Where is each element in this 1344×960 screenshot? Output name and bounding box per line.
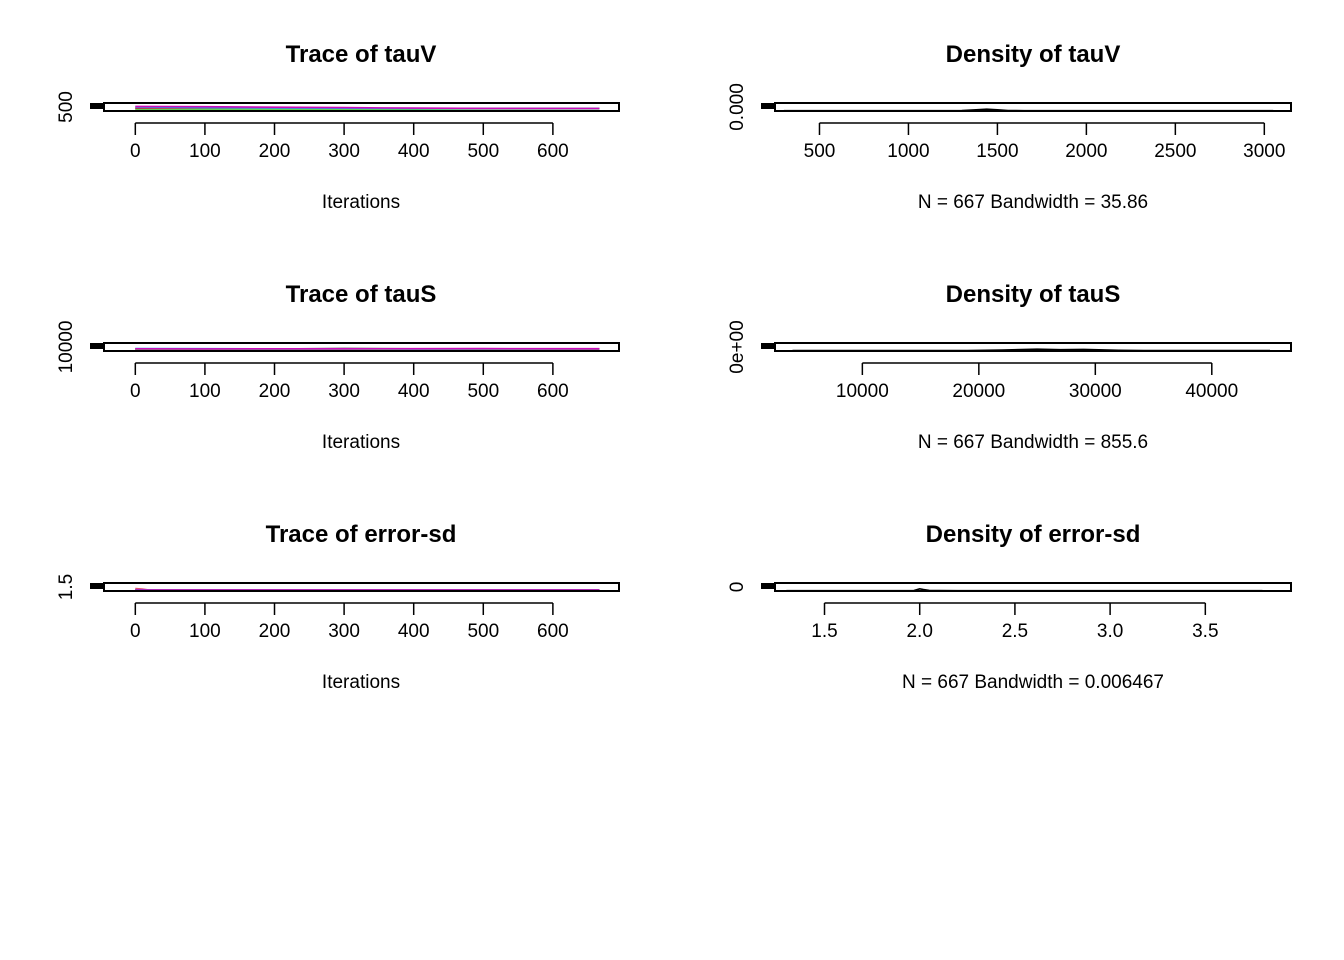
x-tick-label: 2500 <box>1154 141 1196 162</box>
series-line-5 <box>135 105 600 110</box>
x-axis-label: N = 667 Bandwidth = 855.6 <box>918 432 1148 453</box>
x-tick-label: 200 <box>259 381 291 402</box>
x-tick-label: 2.0 <box>906 621 932 642</box>
x-tick-label: 3.0 <box>1097 621 1123 642</box>
x-axis-label: N = 667 Bandwidth = 35.86 <box>918 192 1148 213</box>
y-axis-line <box>761 583 775 589</box>
y-tick-label: 0.000 <box>727 83 748 131</box>
x-tick-label: 0 <box>130 141 141 162</box>
x-tick-label: 500 <box>804 141 836 162</box>
x-tick-label: 3000 <box>1243 141 1285 162</box>
x-tick-label: 1500 <box>976 141 1018 162</box>
series-group <box>135 347 600 351</box>
x-tick-label: 600 <box>537 141 569 162</box>
x-tick-label: 20000 <box>952 381 1005 402</box>
chart-title: Trace of error-sd <box>266 521 457 548</box>
x-tick-label: 400 <box>398 141 430 162</box>
x-tick-label: 500 <box>467 381 499 402</box>
x-tick-label: 100 <box>189 621 221 642</box>
x-tick-label: 0 <box>130 381 141 402</box>
x-axis-label: Iterations <box>322 672 400 693</box>
x-tick-label: 300 <box>328 621 360 642</box>
x-tick-label: 1.5 <box>811 621 837 642</box>
x-tick-label: 400 <box>398 381 430 402</box>
panel-3: Trace of tauS 0 100 200 300 400 500 600 10000 Ite… <box>56 281 620 453</box>
chart-title: Trace of tauS <box>286 281 437 308</box>
x-tick-label: 3.5 <box>1192 621 1218 642</box>
x-axis-label: N = 667 Bandwidth = 0.006467 <box>902 672 1164 693</box>
y-tick-label: 1.5 <box>56 574 77 600</box>
x-tick-label: 30000 <box>1069 381 1122 402</box>
y-axis-line <box>761 343 775 349</box>
y-tick-label: 0e+00 <box>727 320 748 373</box>
y-tick-label: 500 <box>56 91 77 123</box>
series-group <box>135 587 600 591</box>
chart-title: Density of tauS <box>946 281 1121 308</box>
x-tick-label: 600 <box>537 621 569 642</box>
y-tick-label: 0 <box>727 582 748 593</box>
chart-title: Density of error-sd <box>926 521 1141 548</box>
plot-frame <box>774 582 1292 592</box>
plot-frame <box>774 102 1292 112</box>
x-tick-label: 500 <box>467 141 499 162</box>
x-tick-label: 2000 <box>1065 141 1107 162</box>
x-tick-label: 300 <box>328 381 360 402</box>
x-axis-label: Iterations <box>322 192 400 213</box>
x-tick-label: 10000 <box>836 381 889 402</box>
panel-2: Density of tauV 500 1000 1500 2000 2500 3000 0.… <box>727 41 1292 213</box>
y-axis-line <box>90 103 104 109</box>
panel-1: Trace of tauV 0 100 200 300 400 500 600 500 Itera… <box>56 41 620 213</box>
y-axis-line <box>90 343 104 349</box>
x-tick-label: 100 <box>189 141 221 162</box>
x-tick-label: 300 <box>328 141 360 162</box>
y-axis-line <box>90 583 104 589</box>
series-group <box>135 105 600 111</box>
x-tick-label: 1000 <box>887 141 929 162</box>
x-axis-label: Iterations <box>322 432 400 453</box>
x-tick-label: 600 <box>537 381 569 402</box>
x-tick-label: 500 <box>467 621 499 642</box>
x-tick-label: 200 <box>259 621 291 642</box>
y-axis-line <box>761 103 775 109</box>
x-tick-label: 400 <box>398 621 430 642</box>
panel-5: Trace of error-sd 0 100 200 300 400 500 600 1.5 I… <box>56 521 620 693</box>
x-tick-label: 2.5 <box>1002 621 1028 642</box>
x-tick-label: 100 <box>189 381 221 402</box>
x-tick-label: 200 <box>259 141 291 162</box>
y-tick-label: 10000 <box>56 321 77 374</box>
panel-4: Density of tauS 10000 20000 30000 40000 0e+00… <box>727 281 1292 453</box>
x-tick-label: 40000 <box>1185 381 1238 402</box>
x-tick-label: 0 <box>130 621 141 642</box>
chart-title: Trace of tauV <box>286 41 437 68</box>
panel-6: Density of error-sd 1.5 2.0 2.5 3.0 3.5 0 N = 6… <box>727 521 1292 693</box>
chart-title: Density of tauV <box>946 41 1121 68</box>
